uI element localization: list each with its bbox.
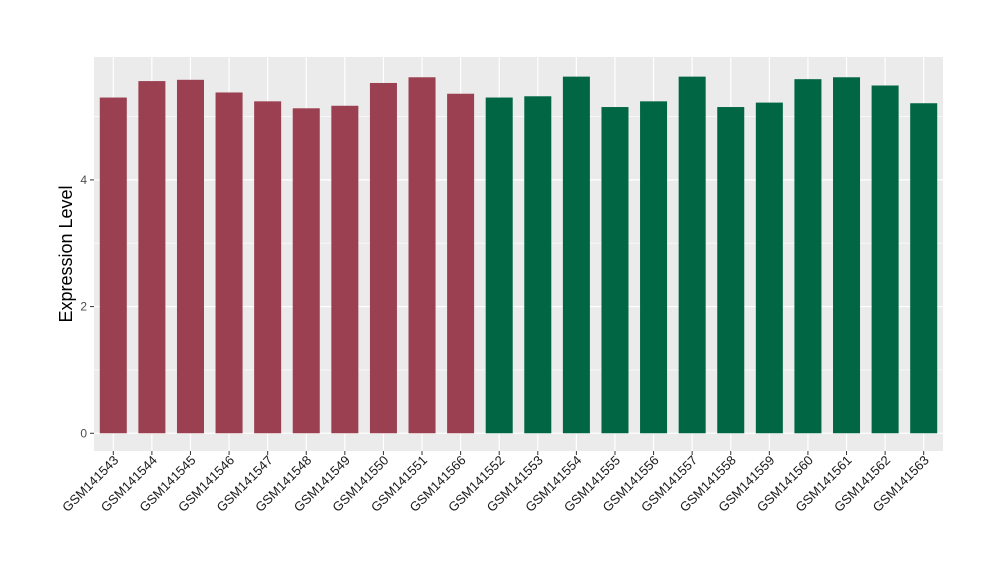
bar-GSM141556 — [640, 101, 668, 434]
bar-GSM141561 — [833, 77, 861, 434]
bar-GSM141554 — [562, 76, 590, 434]
bar-GSM141543 — [99, 97, 127, 434]
y-tick-label: 4 — [80, 173, 87, 187]
bar-GSM141557 — [678, 76, 706, 434]
bar-GSM141546 — [215, 92, 243, 434]
bar-GSM141558 — [717, 107, 745, 434]
bar-GSM141560 — [794, 79, 822, 434]
bar-GSM141562 — [871, 85, 899, 434]
bar-GSM141551 — [408, 77, 436, 434]
bar-GSM141566 — [447, 93, 475, 434]
bar-GSM141545 — [176, 79, 204, 434]
bar-GSM141544 — [138, 81, 166, 434]
y-axis-label: Expression Level — [56, 185, 76, 322]
y-tick-label: 0 — [80, 426, 87, 440]
bar-GSM141563 — [910, 103, 938, 434]
bar-GSM141559 — [755, 102, 783, 434]
bars — [99, 76, 938, 434]
bar-GSM141549 — [331, 105, 359, 434]
y-tick-label: 2 — [80, 300, 87, 314]
y-axis: 0 2 4 — [80, 173, 94, 440]
bar-GSM141553 — [524, 96, 552, 434]
bar-GSM141547 — [254, 101, 282, 434]
bar-GSM141548 — [292, 108, 320, 434]
bar-GSM141552 — [485, 97, 513, 434]
x-axis: GSM141543GSM141544GSM141545GSM141546GSM1… — [59, 451, 932, 515]
bar-GSM141550 — [369, 82, 397, 434]
bar-GSM141555 — [601, 107, 629, 434]
